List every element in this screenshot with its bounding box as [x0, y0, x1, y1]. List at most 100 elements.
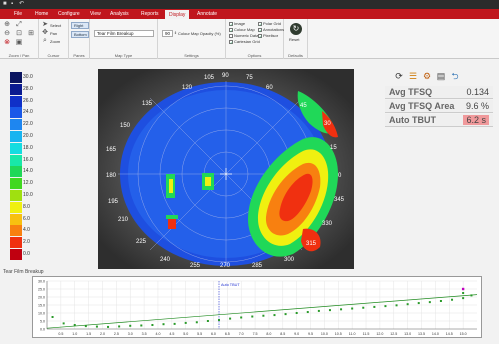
legend-value: 8.0: [23, 203, 30, 210]
data-point: [273, 314, 276, 317]
data-point: [51, 316, 54, 318]
save-icon[interactable]: ▪: [11, 1, 14, 7]
check-icon: ✓: [258, 33, 263, 39]
refresh-icon[interactable]: ⟳: [395, 71, 403, 81]
data-point: [95, 325, 98, 328]
cartesian-grid-checkbox[interactable]: ✓Cartesian Grid: [229, 39, 260, 45]
angle-180: 180: [106, 173, 117, 179]
x-tick-label: 9.5: [308, 332, 313, 336]
bottom-pane-button[interactable]: Bottom: [71, 31, 89, 38]
zoom-in-icon[interactable]: ⊕: [4, 21, 10, 28]
tab-configure[interactable]: Configure: [58, 11, 80, 17]
data-point: [162, 323, 165, 326]
legend-swatch: [10, 142, 22, 154]
zoom-red-icon[interactable]: ⊗: [4, 39, 10, 46]
x-tick-label: 1.5: [86, 332, 91, 336]
opacity-input[interactable]: 90: [162, 30, 173, 37]
tab-file[interactable]: File: [14, 11, 23, 17]
data-point: [317, 309, 320, 312]
undo-icon[interactable]: ↶: [19, 1, 25, 7]
opacity-label: Colour Map Opacity (%): [178, 31, 221, 36]
pan-cursor-icon[interactable]: ✥: [42, 29, 48, 36]
center-yellow-patch: [205, 177, 211, 186]
select-cursor-icon[interactable]: ➤: [42, 21, 48, 28]
tear-film-breakup-graph[interactable]: 30.0 25.0 20.0 15.0 10.0 5.0 0.0 0.5 1.0 1.5 2.0 2.…: [32, 276, 482, 338]
data-point: [384, 305, 387, 308]
defaults-group: ↻ Reset Defaults: [284, 19, 308, 59]
zoom-window-icon[interactable]: ▣: [15, 39, 23, 46]
angle-45: 45: [300, 103, 307, 109]
breakup-chart-svg: 30.0 25.0 20.0 15.0 10.0 5.0 0.0 0.5 1.0 1.5 2.0 2.…: [38, 280, 478, 336]
auto-tbut-marker-label: Auto TBUT: [221, 283, 240, 287]
select-label[interactable]: Select: [50, 23, 62, 28]
tear-film-map[interactable]: 105 90 75 120 60 135 45 150 30 165 15 18…: [98, 69, 354, 269]
x-tick-label: 7.0: [239, 332, 244, 336]
y-tick-label: 10.0: [38, 312, 45, 316]
back-icon[interactable]: ⮌: [451, 71, 459, 81]
x-tick-label: 3.0: [128, 332, 133, 336]
highlight-point: [461, 287, 465, 291]
angle-240: 240: [160, 257, 171, 263]
data-point: [140, 324, 143, 327]
tab-annotate[interactable]: Annotate: [197, 11, 218, 17]
numeric-data-checkbox[interactable]: Numeric Data: [229, 33, 258, 38]
legend-value: 14.0: [23, 168, 33, 175]
polar-grid-checkbox[interactable]: ✓Polar Grid: [258, 21, 282, 27]
reset-label[interactable]: Reset: [289, 37, 300, 42]
cursor-group: ➤ Select ✥ Pan ⌕ Zoom Cursor: [39, 19, 69, 59]
x-tick-label: 13.0: [404, 332, 411, 336]
graph-title: Tear Film Breakup: [3, 269, 44, 275]
fit-line: [46, 294, 478, 329]
x-tick-label: 11.0: [349, 332, 356, 336]
zoom-out-icon[interactable]: ⊖: [4, 30, 10, 37]
zoom-label[interactable]: Zoom: [50, 39, 61, 44]
left-yellow-patch: [169, 179, 173, 193]
settings-icon[interactable]: ⚙: [422, 71, 432, 81]
check-icon: ✓: [229, 21, 234, 27]
app-icon[interactable]: ■: [3, 1, 7, 7]
map-type-select[interactable]: Tear Film Breakup: [94, 30, 154, 37]
angle-30: 30: [324, 121, 331, 127]
angle-345: 345: [334, 197, 345, 203]
legend-value: 6.0: [23, 215, 30, 222]
list-icon[interactable]: ☰: [408, 71, 418, 81]
reset-icon[interactable]: ↻: [290, 23, 302, 35]
center-crosshair: [220, 168, 232, 180]
x-tick-label: 12.0: [376, 332, 383, 336]
legend-value: 22.0: [23, 121, 33, 128]
data-point: [229, 317, 232, 320]
save-icon[interactable]: ▤: [436, 71, 446, 81]
avg-tfsq-area-value: 9.6 %: [465, 101, 489, 111]
pan-reset-icon[interactable]: ⊞: [28, 30, 34, 37]
x-tick-label: 8.5: [280, 332, 285, 336]
colour-map-checkbox[interactable]: ✓Colour Map: [229, 27, 255, 33]
angle-60: 60: [266, 85, 273, 91]
tab-view[interactable]: View: [90, 11, 101, 17]
pixelisor-checkbox[interactable]: ✓Pixelisor: [258, 33, 279, 39]
angle-labels: 105 90 75 120 60 135 45 150 30 165 15 18…: [106, 73, 345, 269]
opacity-spin-icon[interactable]: ⇕: [174, 31, 177, 35]
check-icon: ✓: [229, 27, 234, 33]
data-point: [118, 325, 121, 328]
x-tick-label: 13.5: [418, 332, 425, 336]
tab-reports[interactable]: Reports: [141, 11, 159, 17]
map-type-label: Map Type: [114, 53, 133, 58]
x-tick-label: 10.0: [321, 332, 328, 336]
zoom-cursor-icon[interactable]: ⌕: [43, 37, 47, 44]
annotations-checkbox[interactable]: ✓Annotations: [258, 27, 285, 33]
legend-swatch: [10, 190, 22, 201]
right-pane-button[interactable]: Right: [71, 22, 89, 29]
tab-home[interactable]: Home: [35, 11, 49, 17]
image-checkbox[interactable]: ✓Image: [229, 21, 246, 27]
tab-analysis[interactable]: Analysis: [110, 11, 129, 17]
panes-label: Panes: [73, 53, 85, 58]
angle-195: 195: [108, 199, 119, 205]
pan-label[interactable]: Pan: [50, 31, 58, 36]
tab-display[interactable]: Display: [165, 10, 190, 19]
data-point: [73, 324, 76, 326]
zoom-fit-icon[interactable]: ⤢: [16, 21, 22, 28]
zoom-reset-icon[interactable]: ⊡: [16, 30, 22, 37]
data-point: [295, 312, 298, 314]
angle-0: 0: [338, 173, 342, 179]
x-tick-label: 14.0: [432, 332, 439, 336]
